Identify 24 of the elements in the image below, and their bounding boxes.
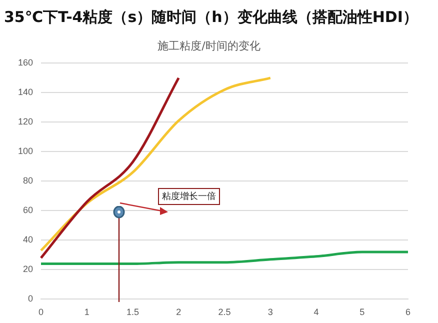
x-tick-label: 0	[38, 307, 44, 318]
y-tick-label: 0	[28, 294, 34, 304]
line-series	[40, 76, 272, 252]
y-tick-label: 40	[23, 234, 34, 245]
chart-subtitle: 施工粘度/时间的变化	[158, 39, 260, 52]
x-tick-label: 4	[314, 307, 319, 318]
line-series	[40, 250, 410, 266]
y-tick-label: 100	[18, 146, 34, 156]
y-tick-label: 80	[23, 176, 34, 186]
y-tick-label: 140	[18, 87, 34, 98]
y-tick-label: 20	[23, 264, 34, 274]
x-tick-label: 2.5	[218, 307, 231, 318]
x-tick-label: 5	[360, 307, 365, 318]
y-tick-label: 160	[18, 58, 34, 68]
x-tick-label: 1.5	[126, 307, 140, 318]
line-series	[40, 76, 180, 260]
chart-title: 35℃下T-4粘度（s）随时间（h）变化曲线（搭配油性HDI）	[4, 8, 418, 27]
y-tick-label: 120	[18, 116, 34, 127]
annotation: 粘度增长一倍	[158, 188, 220, 205]
x-tick-label: 6	[405, 307, 411, 318]
x-tick-label: 1	[84, 307, 90, 318]
x-tick-label: 3	[268, 307, 273, 318]
x-tick-label: 2	[176, 307, 182, 318]
y-tick-label: 60	[23, 205, 34, 216]
